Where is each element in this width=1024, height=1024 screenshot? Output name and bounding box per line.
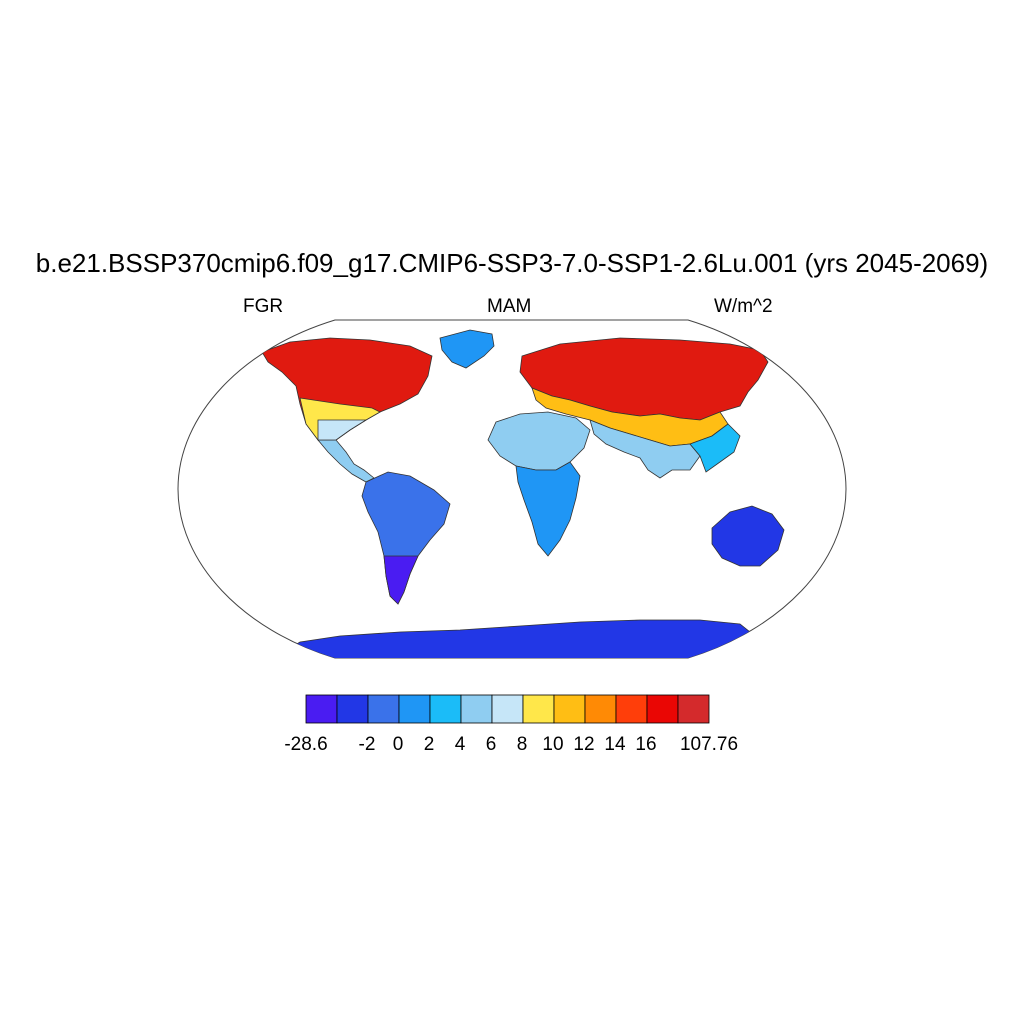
colorbar-swatch <box>460 694 493 724</box>
colorbar-swatch <box>398 694 431 724</box>
colorbar-tick-label: 0 <box>392 734 404 755</box>
colorbar-tick-label: 8 <box>516 734 528 755</box>
colorbar-swatch <box>336 694 369 724</box>
colorbar-tick-label: 6 <box>485 734 497 755</box>
south-asia <box>589 419 701 479</box>
colorbar-swatch <box>305 694 338 724</box>
colorbar-swatch <box>429 694 462 724</box>
colorbar-tick-label: 14 <box>604 734 626 755</box>
colorbar-swatch <box>584 694 617 724</box>
colorbar-swatch <box>367 694 400 724</box>
figure-title: b.e21.BSSP370cmip6.f09_g17.CMIP6-SSP3-7.… <box>35 248 989 278</box>
colorbar-tick-label: 2 <box>423 734 435 755</box>
season-label: MAM <box>487 296 532 317</box>
colorbar-tick-label: 4 <box>454 734 466 755</box>
colorbar-swatch <box>677 694 710 724</box>
us-south <box>317 419 368 441</box>
variable-label: FGR <box>243 296 284 317</box>
colorbar-swatch <box>553 694 586 724</box>
australia <box>711 505 785 567</box>
colorbar-tick-label: 10 <box>542 734 564 755</box>
land-masses <box>261 329 785 658</box>
colorbar-swatch <box>522 694 555 724</box>
greenland <box>439 329 495 369</box>
colorbar-swatch <box>646 694 679 724</box>
units-label: W/m^2 <box>714 296 773 317</box>
colorbar-swatch <box>615 694 648 724</box>
colorbar <box>305 694 710 724</box>
colorbar-tick-label: -28.6 <box>284 734 328 755</box>
colorbar-tick-label: -2 <box>358 734 376 755</box>
africa-south <box>515 461 581 557</box>
colorbar-tick-label: 107.76 <box>679 734 739 755</box>
colorbar-swatch <box>491 694 524 724</box>
southeast-asia <box>689 423 741 473</box>
colorbar-tick-label: 16 <box>635 734 657 755</box>
colorbar-tick-label: 12 <box>573 734 595 755</box>
south-america-south <box>383 555 419 605</box>
antarctica <box>279 619 761 658</box>
